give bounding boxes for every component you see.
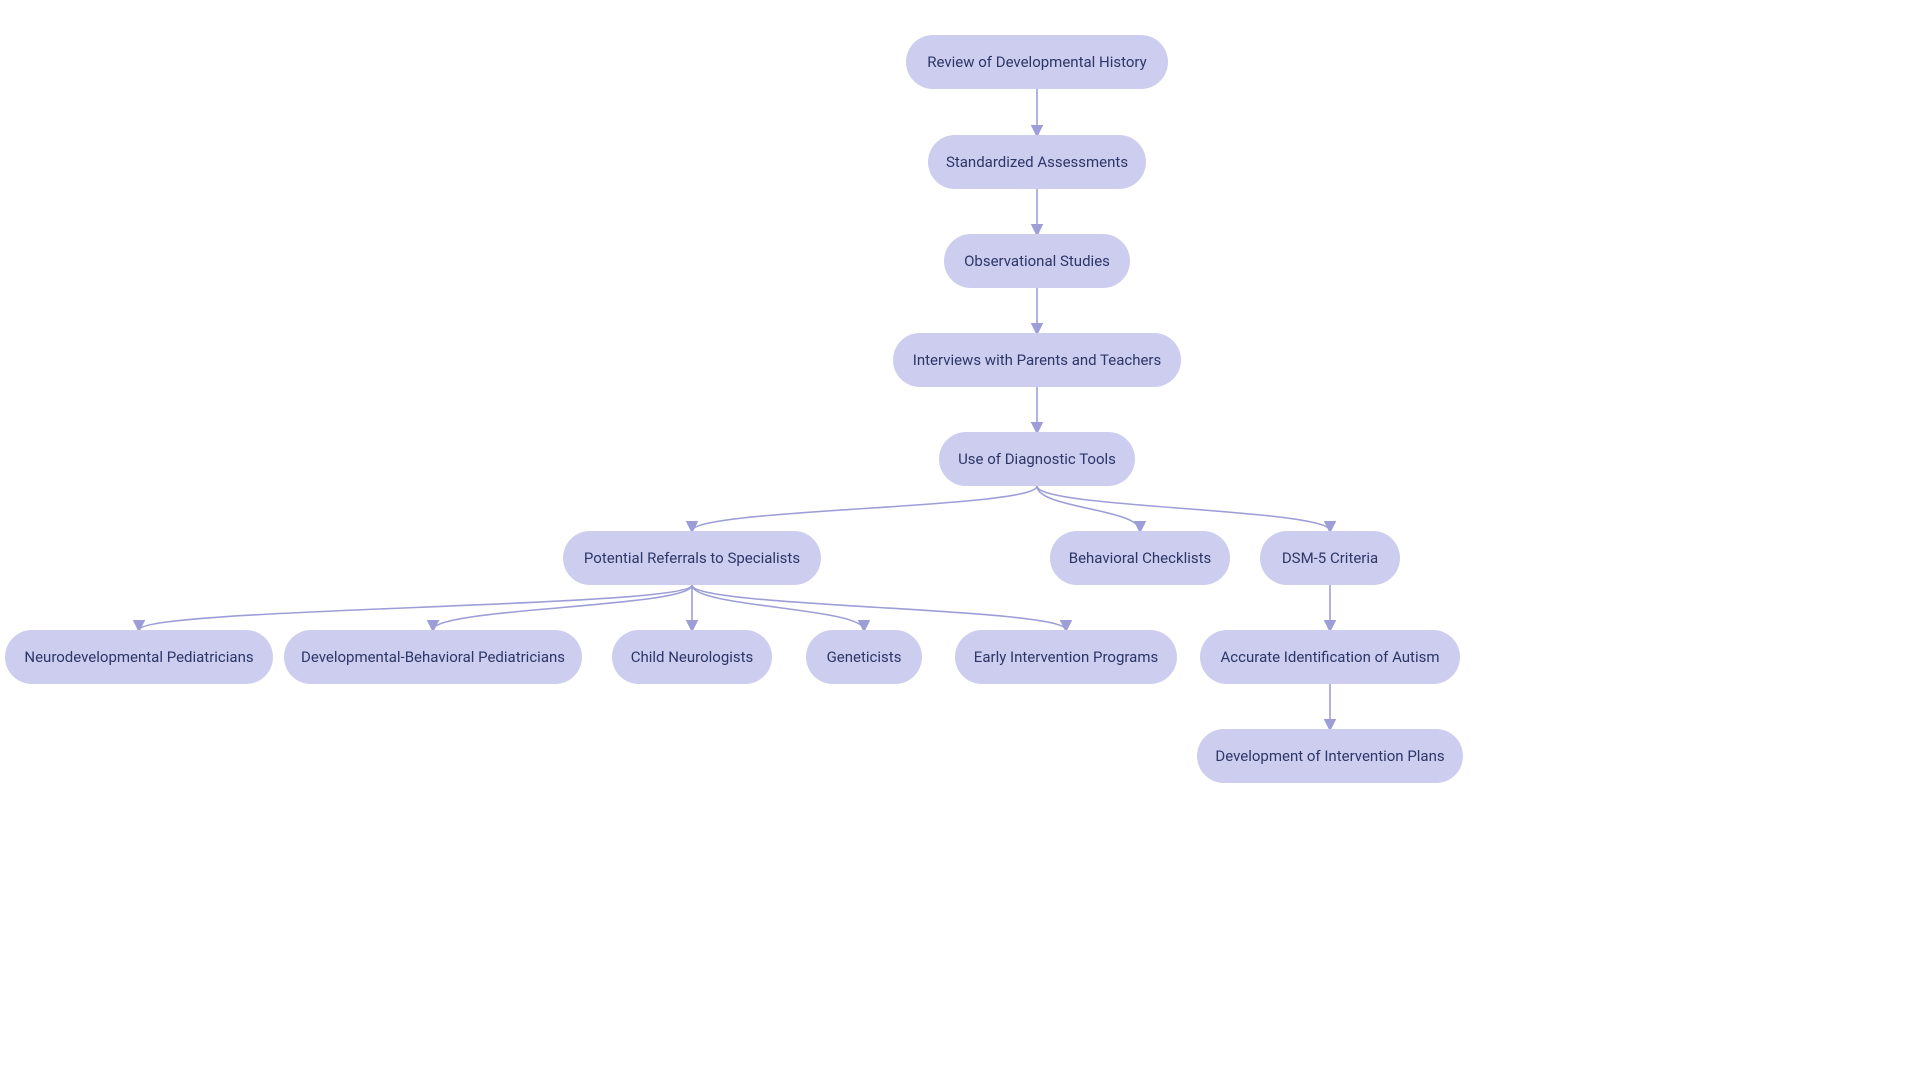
flow-node-label: Use of Diagnostic Tools [958, 450, 1116, 468]
flow-node-label: Accurate Identification of Autism [1221, 648, 1440, 666]
flow-node-label: Standardized Assessments [946, 153, 1128, 171]
flow-node-label: Development of Intervention Plans [1215, 747, 1444, 765]
flow-edge [692, 585, 1066, 630]
flow-node: Use of Diagnostic Tools [939, 432, 1135, 486]
flow-node: Development of Intervention Plans [1197, 729, 1463, 783]
flowchart-canvas: Review of Developmental History Standardi… [0, 0, 1920, 1080]
flow-edge [692, 585, 864, 630]
flow-node-label: Interviews with Parents and Teachers [913, 351, 1162, 369]
flow-node-label: Observational Studies [964, 252, 1110, 270]
flow-edge [433, 585, 692, 630]
flow-node: Behavioral Checklists [1050, 531, 1230, 585]
flow-edge [1037, 486, 1330, 531]
flow-edge [139, 585, 692, 630]
flow-node: Standardized Assessments [928, 135, 1146, 189]
flow-node: DSM-5 Criteria [1260, 531, 1400, 585]
flow-node-label: Review of Developmental History [927, 53, 1146, 71]
flow-node: Potential Referrals to Specialists [563, 531, 821, 585]
flow-node-label: Geneticists [827, 648, 902, 666]
flow-node: Child Neurologists [612, 630, 772, 684]
flow-node-label: Neurodevelopmental Pediatricians [24, 648, 253, 666]
flow-node: Accurate Identification of Autism [1200, 630, 1460, 684]
flow-edge [692, 486, 1037, 531]
flow-node-label: DSM-5 Criteria [1282, 549, 1378, 567]
flow-node: Developmental-Behavioral Pediatricians [284, 630, 582, 684]
flow-node-label: Child Neurologists [631, 648, 754, 666]
flow-edge [1037, 486, 1140, 531]
flow-node-label: Developmental-Behavioral Pediatricians [301, 648, 565, 666]
flow-node: Neurodevelopmental Pediatricians [5, 630, 273, 684]
flow-node-label: Behavioral Checklists [1069, 549, 1212, 567]
flow-node-label: Early Intervention Programs [974, 648, 1158, 666]
flow-node: Early Intervention Programs [955, 630, 1177, 684]
flow-node: Geneticists [806, 630, 922, 684]
flow-node-label: Potential Referrals to Specialists [584, 549, 800, 567]
flow-node: Observational Studies [944, 234, 1130, 288]
flow-node: Interviews with Parents and Teachers [893, 333, 1181, 387]
flow-node: Review of Developmental History [906, 35, 1168, 89]
